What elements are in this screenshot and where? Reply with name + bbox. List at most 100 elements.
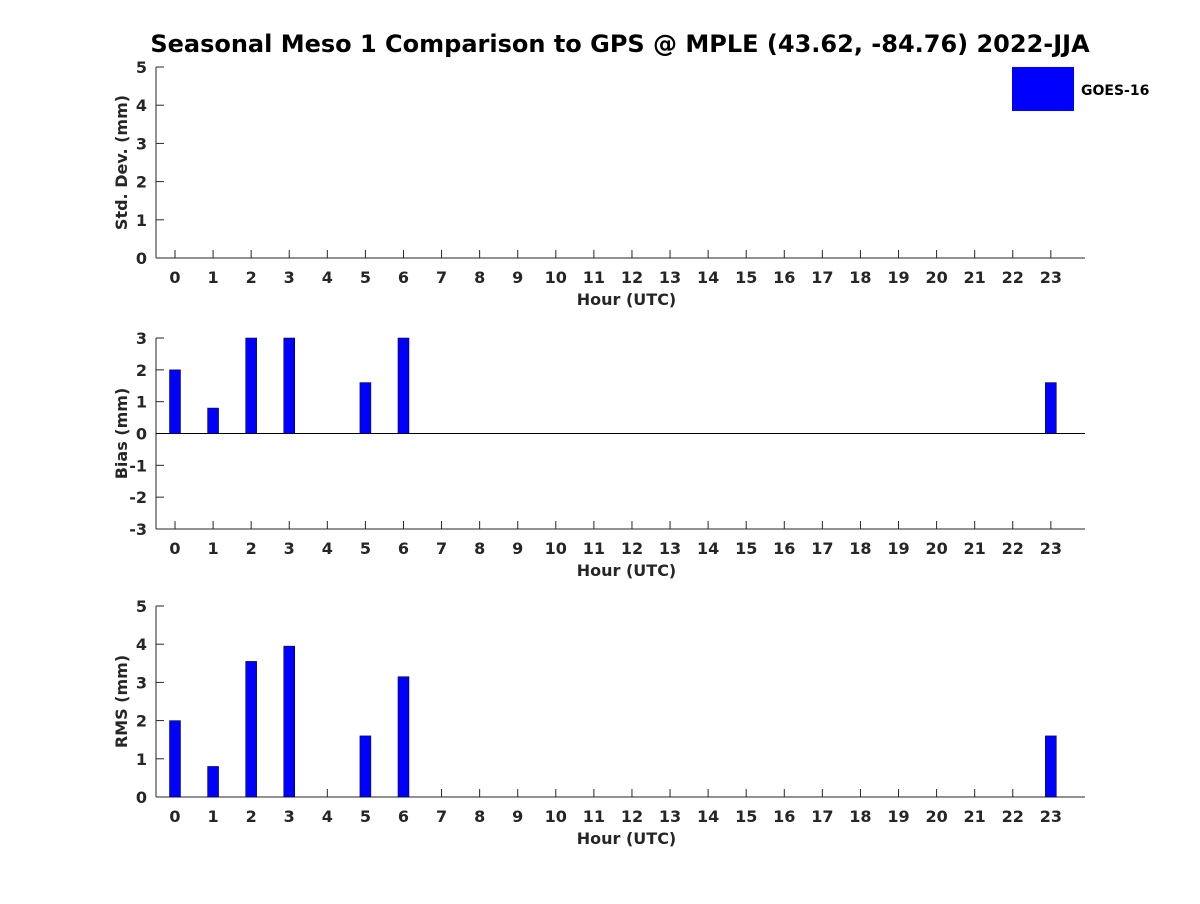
x-tick-label: 11 — [583, 268, 605, 287]
x-tick-label: 1 — [208, 807, 219, 826]
y-axis-label: Bias (mm) — [112, 388, 131, 480]
y-tick-label: 1 — [136, 393, 147, 412]
x-tick-label: 22 — [1002, 539, 1024, 558]
y-axis-label: RMS (mm) — [112, 655, 131, 748]
x-tick-label: 14 — [697, 807, 719, 826]
x-tick-label: 3 — [284, 807, 295, 826]
bar — [169, 369, 181, 434]
x-tick-label: 12 — [621, 807, 643, 826]
x-tick-label: 8 — [474, 539, 485, 558]
x-tick-label: 14 — [697, 268, 719, 287]
x-tick-label: 1 — [208, 539, 219, 558]
x-tick-label: 23 — [1040, 807, 1062, 826]
x-tick-label: 0 — [169, 268, 180, 287]
x-tick-label: 22 — [1002, 268, 1024, 287]
bar — [359, 382, 372, 434]
bar — [397, 337, 410, 434]
x-tick-label: 18 — [849, 539, 871, 558]
y-tick-label: 5 — [136, 58, 147, 77]
y-tick-label: 3 — [136, 673, 147, 692]
y-tick-label: -3 — [129, 520, 147, 539]
x-tick-label: 6 — [398, 539, 409, 558]
x-axis-label: Hour (UTC) — [577, 829, 677, 848]
x-tick-label: 10 — [545, 539, 567, 558]
x-tick-label: 15 — [735, 539, 757, 558]
x-tick-label: 19 — [887, 539, 909, 558]
x-tick-label: 5 — [360, 539, 371, 558]
bar — [359, 735, 372, 798]
legend-label: GOES-16 — [1081, 83, 1149, 99]
x-tick-label: 23 — [1040, 268, 1062, 287]
x-tick-label: 17 — [811, 807, 833, 826]
x-tick-label: 20 — [925, 807, 947, 826]
y-tick-label: 1 — [136, 750, 147, 769]
x-tick-label: 3 — [284, 268, 295, 287]
x-tick-label: 22 — [1002, 807, 1024, 826]
x-axis-label: Hour (UTC) — [577, 290, 677, 309]
x-tick-label: 20 — [925, 539, 947, 558]
x-axis-label: Hour (UTC) — [577, 561, 677, 580]
bar — [283, 645, 295, 798]
y-tick-label: 3 — [136, 134, 147, 153]
x-tick-label: 3 — [284, 539, 295, 558]
x-tick-label: 8 — [474, 807, 485, 826]
x-tick-label: 14 — [697, 539, 719, 558]
legend-swatch — [1012, 67, 1074, 111]
x-tick-label: 6 — [398, 268, 409, 287]
bar — [245, 661, 257, 798]
chart-title: Seasonal Meso 1 Comparison to GPS @ MPLE… — [150, 30, 1090, 58]
x-tick-label: 9 — [512, 268, 523, 287]
x-tick-label: 5 — [360, 268, 371, 287]
x-tick-label: 13 — [659, 539, 681, 558]
x-tick-label: 1 — [208, 268, 219, 287]
x-tick-label: 7 — [436, 807, 447, 826]
x-tick-label: 19 — [887, 807, 909, 826]
y-tick-label: 4 — [136, 635, 147, 654]
y-tick-label: 2 — [136, 712, 147, 731]
x-tick-label: 11 — [583, 807, 605, 826]
x-tick-label: 20 — [925, 268, 947, 287]
bar — [397, 676, 410, 798]
bar — [1045, 735, 1057, 798]
x-tick-label: 16 — [773, 539, 795, 558]
x-tick-label: 2 — [246, 539, 257, 558]
x-tick-label: 13 — [659, 807, 681, 826]
bar — [207, 407, 219, 434]
bar — [245, 337, 257, 434]
x-tick-label: 5 — [360, 807, 371, 826]
y-axis-label: Std. Dev. (mm) — [112, 95, 131, 230]
x-tick-label: 12 — [621, 539, 643, 558]
x-tick-label: 9 — [512, 807, 523, 826]
bar — [1045, 382, 1057, 434]
x-tick-label: 9 — [512, 539, 523, 558]
x-tick-label: 10 — [545, 807, 567, 826]
x-tick-label: 10 — [545, 268, 567, 287]
y-tick-label: -1 — [129, 456, 147, 475]
y-tick-label: -2 — [129, 488, 147, 507]
x-tick-label: 12 — [621, 268, 643, 287]
x-tick-label: 17 — [811, 268, 833, 287]
y-tick-label: 2 — [136, 361, 147, 380]
x-tick-label: 4 — [322, 268, 333, 287]
x-tick-label: 18 — [849, 268, 871, 287]
bar — [283, 337, 295, 434]
x-tick-label: 11 — [583, 539, 605, 558]
x-tick-label: 21 — [964, 268, 986, 287]
x-tick-label: 4 — [322, 807, 333, 826]
x-tick-label: 6 — [398, 807, 409, 826]
x-tick-label: 21 — [964, 539, 986, 558]
x-tick-label: 18 — [849, 807, 871, 826]
bar — [207, 766, 219, 798]
x-tick-label: 7 — [436, 268, 447, 287]
x-tick-label: 19 — [887, 268, 909, 287]
y-tick-label: 0 — [136, 249, 147, 268]
x-tick-label: 2 — [246, 807, 257, 826]
x-tick-label: 8 — [474, 268, 485, 287]
bar — [169, 720, 181, 798]
x-tick-label: 23 — [1040, 539, 1062, 558]
x-tick-label: 16 — [773, 268, 795, 287]
x-tick-label: 16 — [773, 807, 795, 826]
y-tick-label: 4 — [136, 96, 147, 115]
x-tick-label: 2 — [246, 268, 257, 287]
